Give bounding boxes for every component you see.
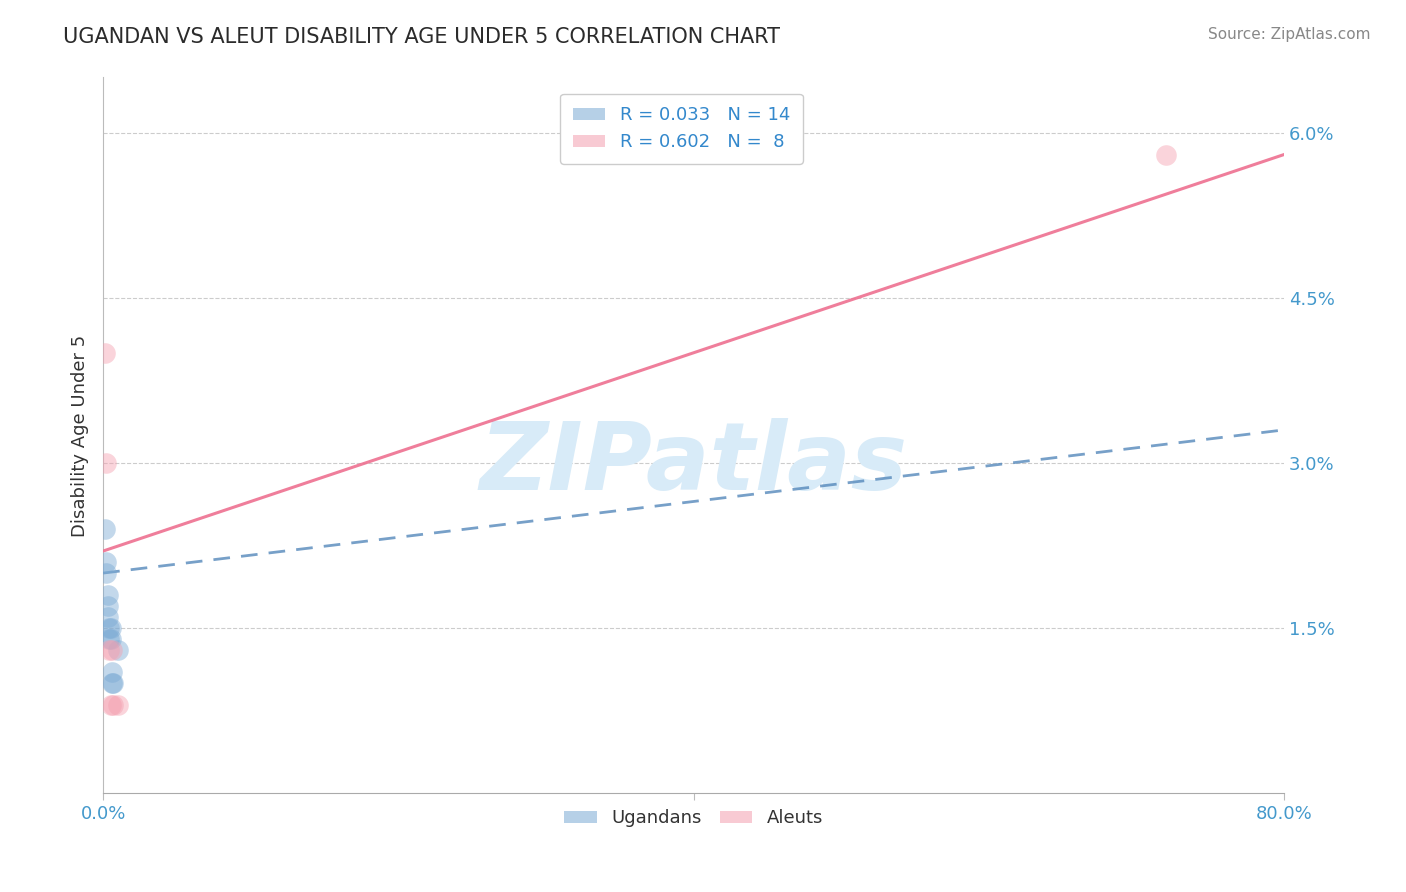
Point bbox=[107, 698, 129, 713]
Point bbox=[101, 676, 124, 690]
Point bbox=[100, 621, 122, 635]
Point bbox=[103, 676, 125, 690]
Point bbox=[96, 599, 118, 613]
Point bbox=[103, 698, 125, 713]
Point bbox=[107, 643, 129, 657]
Point bbox=[93, 346, 115, 360]
Point bbox=[101, 643, 124, 657]
Point bbox=[101, 665, 124, 680]
Y-axis label: Disability Age Under 5: Disability Age Under 5 bbox=[72, 334, 89, 536]
Point bbox=[94, 456, 117, 470]
Point bbox=[93, 522, 115, 536]
Point bbox=[100, 632, 122, 647]
Text: UGANDAN VS ALEUT DISABILITY AGE UNDER 5 CORRELATION CHART: UGANDAN VS ALEUT DISABILITY AGE UNDER 5 … bbox=[63, 27, 780, 46]
Point bbox=[98, 643, 121, 657]
Point bbox=[100, 698, 122, 713]
Point bbox=[96, 588, 118, 602]
Text: Source: ZipAtlas.com: Source: ZipAtlas.com bbox=[1208, 27, 1371, 42]
Legend: Ugandans, Aleuts: Ugandans, Aleuts bbox=[557, 802, 830, 834]
Point bbox=[94, 566, 117, 580]
Point bbox=[94, 555, 117, 569]
Point bbox=[98, 621, 121, 635]
Point bbox=[1154, 147, 1177, 161]
Point bbox=[96, 610, 118, 624]
Text: ZIPatlas: ZIPatlas bbox=[479, 418, 908, 510]
Point bbox=[98, 632, 121, 647]
